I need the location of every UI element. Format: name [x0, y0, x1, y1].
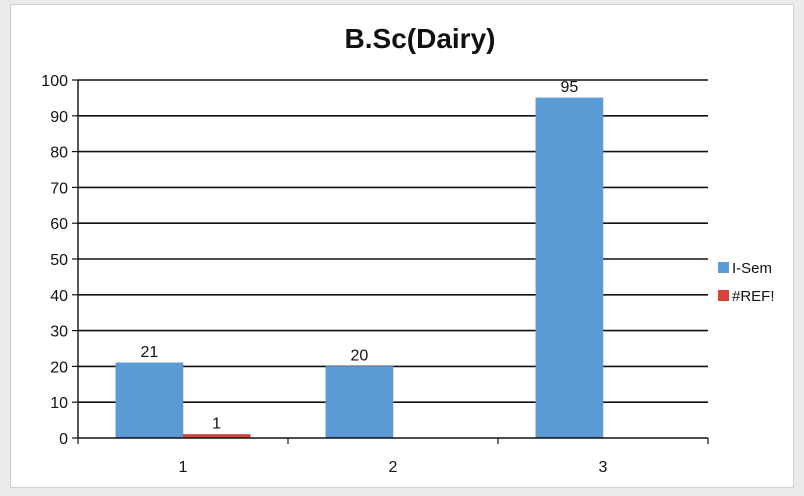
y-tick-label-100: 100 [41, 73, 68, 90]
gridlines [78, 79, 708, 404]
y-tick-label-30: 30 [50, 324, 68, 341]
y-tick-label-40: 40 [50, 288, 68, 305]
legend-label-#REF!: #REF! [732, 288, 775, 305]
y-tick-label-50: 50 [50, 252, 68, 269]
legend-label-I-Sem: I-Sem [732, 260, 772, 277]
data-label-#REF!-1: 1 [212, 415, 221, 432]
bar-I-Sem-2 [325, 366, 394, 439]
x-tick-label-2: 2 [389, 459, 398, 476]
axes [72, 79, 709, 444]
data-label-I-Sem-3: 95 [561, 79, 579, 96]
y-tick-label-10: 10 [50, 395, 68, 412]
y-tick-labels: 0 10 20 30 40 50 60 70 80 90 100 [41, 73, 68, 448]
legend-swatch-I-Sem [718, 262, 729, 273]
y-tick-label-70: 70 [50, 180, 68, 197]
bar-I-Sem-3 [535, 97, 604, 439]
legend: I-Sem #REF! [718, 260, 775, 305]
bar-I-Sem-1 [115, 362, 184, 439]
y-tick-label-90: 90 [50, 109, 68, 126]
data-labels: 21 20 95 1 [141, 79, 579, 433]
x-tick-label-3: 3 [599, 459, 608, 476]
bars [115, 97, 604, 439]
x-tick-label-1: 1 [179, 459, 188, 476]
data-label-I-Sem-1: 21 [141, 344, 159, 361]
y-tick-label-0: 0 [59, 431, 68, 448]
legend-swatch-#REF! [718, 290, 729, 301]
y-tick-label-80: 80 [50, 145, 68, 162]
y-tick-label-20: 20 [50, 359, 68, 376]
y-tick-label-60: 60 [50, 216, 68, 233]
x-tick-labels: 1 2 3 [179, 459, 608, 476]
chart-title: B.Sc(Dairy) [345, 23, 496, 54]
data-label-I-Sem-2: 20 [351, 347, 369, 364]
